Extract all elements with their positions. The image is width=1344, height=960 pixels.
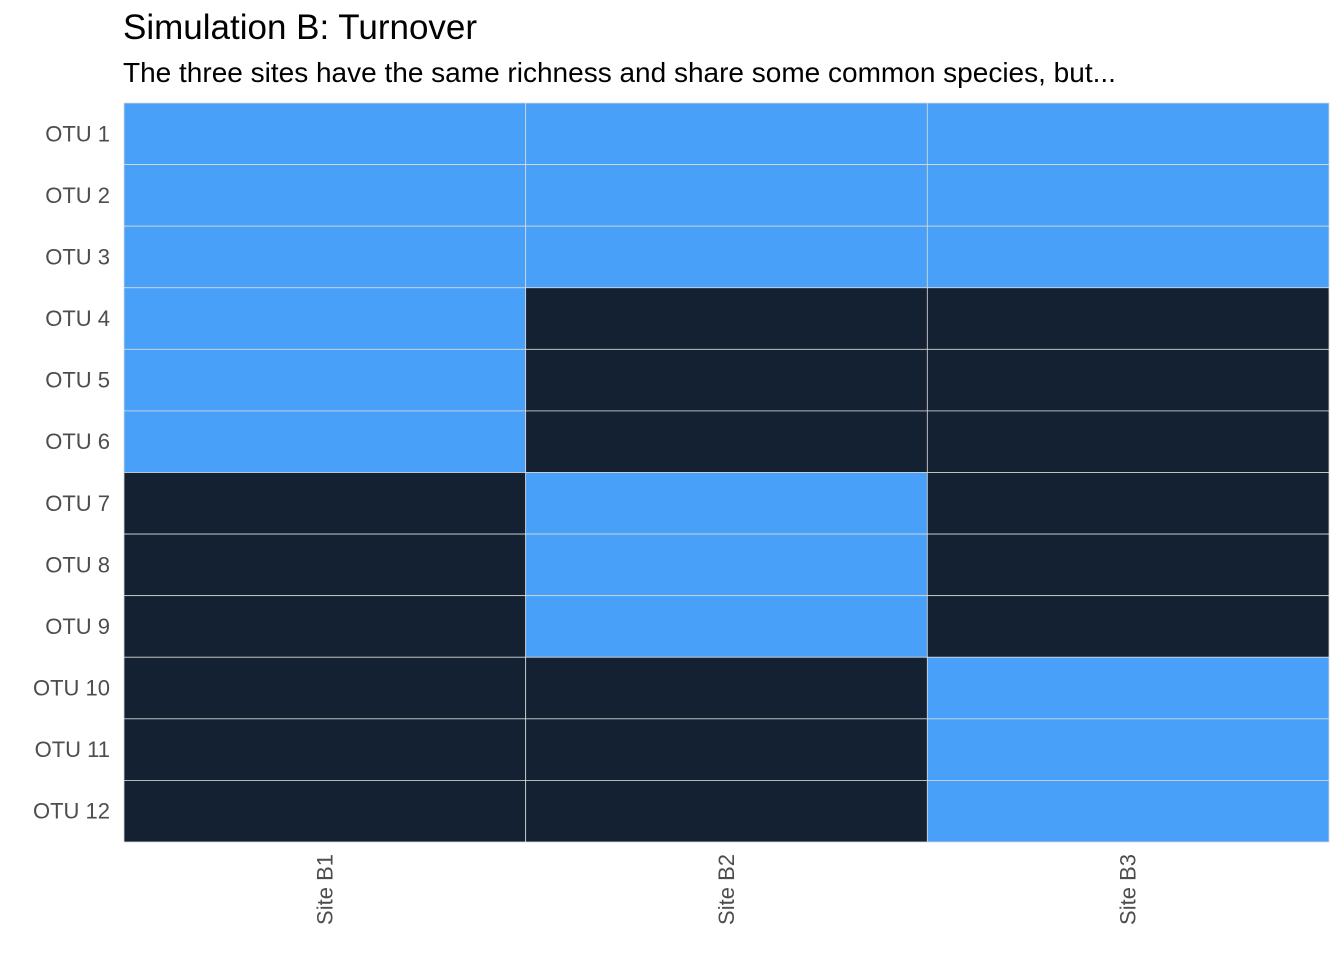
heatmap-cell [525, 410, 928, 473]
heatmap-cell [525, 102, 928, 165]
heatmap-cell [123, 287, 527, 350]
heatmap-cell [123, 348, 527, 412]
y-tick-label: OTU 10 [33, 676, 110, 701]
heatmap-cell [123, 656, 527, 720]
heatmap-cell [926, 595, 1330, 658]
heatmap-cell [926, 780, 1330, 843]
heatmap-cell [525, 656, 928, 720]
heatmap-cell [123, 410, 527, 473]
heatmap-cell [525, 718, 928, 781]
heatmap-cell [123, 595, 527, 658]
heatmap-cell [926, 225, 1330, 289]
heatmap-cell [525, 780, 928, 843]
heatmap-cell [525, 533, 928, 597]
y-tick-label: OTU 1 [45, 121, 110, 146]
heatmap-cell [926, 348, 1330, 412]
heatmap-cell [926, 656, 1330, 720]
heatmap-cell [525, 348, 928, 412]
heatmap-cell [926, 164, 1330, 227]
heatmap-cell [525, 225, 928, 289]
heatmap-cell [926, 287, 1330, 350]
heatmap-cell [123, 164, 527, 227]
y-tick-label: OTU 2 [45, 183, 110, 208]
heatmap-cell [123, 780, 527, 843]
y-tick-label: OTU 9 [45, 614, 110, 639]
heatmap-cell [926, 472, 1330, 535]
heatmap-cell [123, 102, 527, 165]
chart-subtitle: The three sites have the same richness a… [123, 57, 1116, 88]
heatmap-cell [926, 533, 1330, 597]
heatmap-cell [525, 595, 928, 658]
y-tick-label: OTU 3 [45, 244, 110, 269]
y-axis-tick-labels: OTU 1 OTU 2 OTU 3 OTU 4 OTU 5 OTU 6 OTU 7 OTU 8… [33, 121, 110, 823]
y-tick-label: OTU 4 [45, 306, 110, 331]
heatmap-cell [525, 164, 928, 227]
y-tick-label: OTU 8 [45, 552, 110, 577]
heatmap-cell [926, 718, 1330, 781]
y-tick-label: OTU 11 [35, 737, 110, 762]
x-tick-label: Site B1 [312, 854, 337, 925]
y-tick-label: OTU 7 [45, 491, 110, 516]
x-tick-label: Site B2 [714, 854, 739, 925]
heatmap-cell [123, 472, 527, 535]
heatmap-cell [123, 718, 527, 781]
y-tick-label: OTU 6 [45, 429, 110, 454]
y-tick-label: OTU 12 [33, 799, 110, 824]
heatmap-cells [123, 102, 1330, 843]
heatmap-cell [525, 472, 928, 535]
x-tick-label: Site B3 [1116, 854, 1141, 925]
heatmap-cell [926, 102, 1330, 165]
heatmap-cell [123, 533, 527, 597]
heatmap-cell [123, 225, 527, 289]
heatmap-cell [525, 287, 928, 350]
heatmap-cell [926, 410, 1330, 473]
chart-title: Simulation B: Turnover [123, 8, 478, 47]
y-tick-label: OTU 5 [45, 368, 110, 393]
x-axis-tick-labels: Site B1 Site B2 Site B3 [312, 854, 1140, 925]
